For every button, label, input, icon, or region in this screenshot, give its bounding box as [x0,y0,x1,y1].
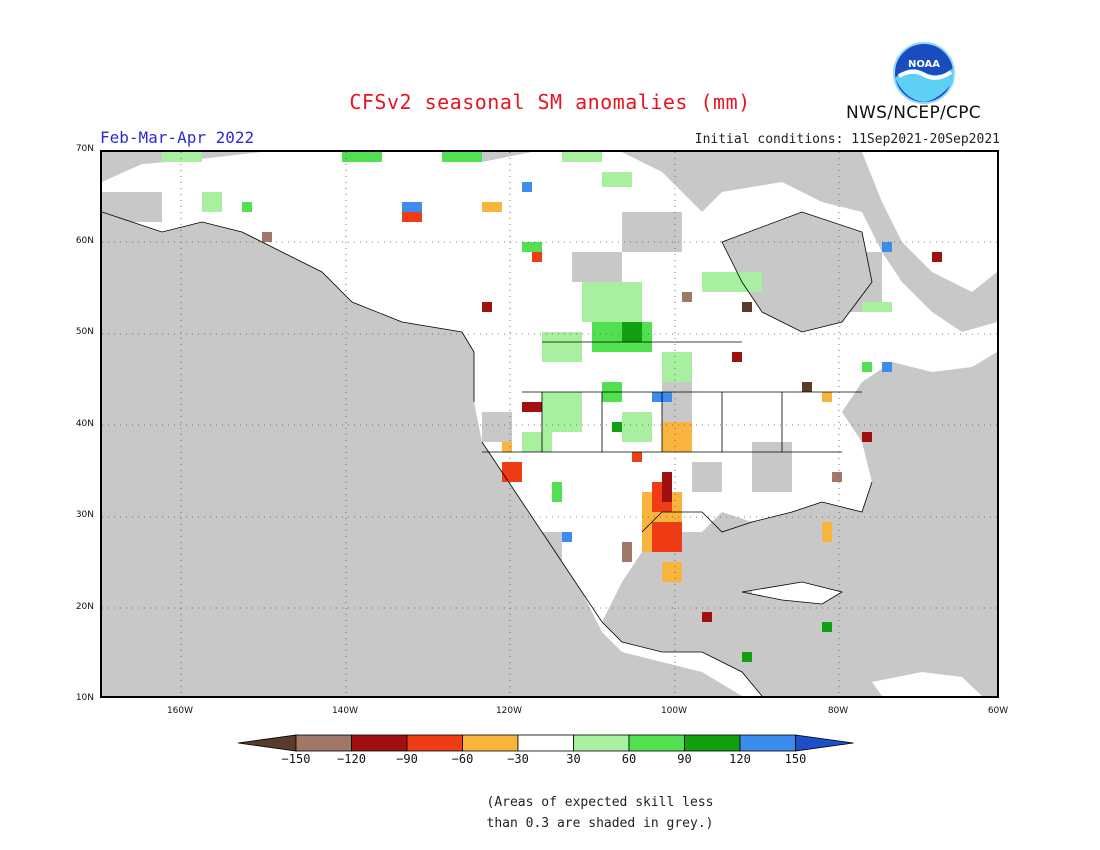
forecast-period: Feb-Mar-Apr 2022 [100,128,255,147]
lat-label-30n: 30N [75,510,94,520]
map-title: CFSv2 seasonal SM anomalies (mm) [349,90,751,114]
skill-note-line-1: (Areas of expected skill less [486,795,714,810]
initial-conditions: Initial conditions: 11Sep2021-20Sep2021 [694,132,1000,147]
colorbar-tick-label: −120 [337,752,366,766]
lon-label-120w: 120W [495,706,523,716]
lon-label-140w: 140W [331,706,359,716]
noaa-logo-icon: NOAA [893,42,955,104]
agency-label: NWS/NCEP/CPC [846,103,981,123]
colorbar-tick-label: 90 [677,752,692,766]
colorbar-segment [351,734,408,752]
lon-label-60w: 60W [987,706,1009,716]
colorbar-segment [517,734,574,752]
colorbar-tick-label: −60 [451,752,474,766]
map-canvas [102,152,997,696]
lat-label-60n: 60N [75,236,94,246]
colorbar-segment [795,734,854,752]
lat-label-20n: 20N [75,602,94,612]
colorbar-tick-label: 120 [729,752,751,766]
anomaly-cells [162,152,942,662]
colorbar-tick-label: −30 [507,752,529,766]
colorbar-segment [739,734,796,752]
colorbar-tick-label: 30 [566,752,581,766]
colorbar [238,734,854,752]
colorbar-tick-label: 150 [784,752,807,766]
lon-label-160w: 160W [166,706,194,716]
skill-note-line-2: than 0.3 are shaded in grey.) [486,816,714,831]
colorbar-segment [406,734,463,752]
skill-note: (Areas of expected skill less than 0.3 a… [460,792,740,834]
lat-label-50n: 50N [75,327,94,337]
logo-text: NOAA [908,59,940,70]
lon-label-100w: 100W [660,706,688,716]
lat-label-70n: 70N [75,144,94,154]
lat-label-10n: 10N [75,693,94,703]
colorbar-segment [628,734,685,752]
colorbar-tick-label: −90 [396,752,418,766]
soil-moisture-map [100,150,999,698]
low-skill-patches [102,192,982,612]
colorbar-tick-label: 60 [621,752,637,766]
graticule [102,152,997,696]
colorbar-segment [295,734,352,752]
colorbar-tick-label: −150 [281,752,311,766]
lat-label-40n: 40N [75,419,94,429]
colorbar-segment [573,734,630,752]
colorbar-segment [238,734,297,752]
lon-label-80w: 80W [827,706,849,716]
colorbar-segment [462,734,519,752]
colorbar-segment [684,734,741,752]
